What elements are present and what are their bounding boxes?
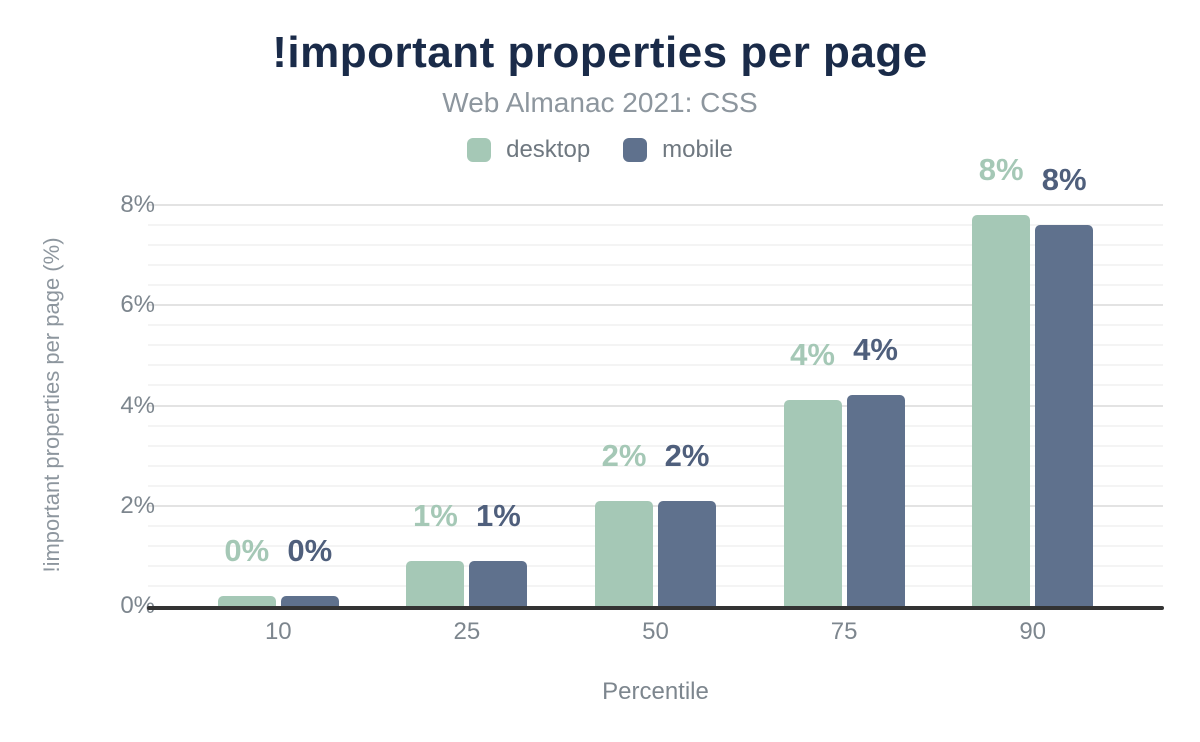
bar-desktop-p10	[217, 596, 276, 606]
x-tick-label-75: 75	[830, 618, 858, 645]
data-label-desktop-p90: 8%	[978, 152, 1024, 187]
data-label-desktop-p10: 0%	[224, 533, 270, 568]
bar-desktop-p75	[783, 400, 842, 606]
legend-label-desktop: desktop	[506, 135, 591, 163]
data-label-mobile-p90: 8%	[1041, 162, 1087, 197]
y-tick-label-0%: 0%	[120, 592, 155, 619]
bar-wrap-mobile-p90: 8%	[1035, 164, 1094, 606]
minor-gridline-1.2	[148, 544, 1163, 547]
minor-gridline-4.8	[148, 364, 1163, 367]
legend-item-desktop: desktop	[467, 136, 590, 164]
bar-group-p10: 0% 0%	[184, 205, 373, 606]
minor-gridline-0.4	[148, 584, 1163, 587]
minor-gridline-2.8	[148, 464, 1163, 467]
data-label-desktop-p50: 2%	[601, 438, 647, 473]
minor-gridline-6.8	[148, 264, 1163, 267]
bar-desktop-p50	[594, 501, 653, 606]
chart-header: !important properties per page Web Alman…	[0, 0, 1200, 164]
minor-gridline-6.4	[148, 284, 1163, 287]
bar-wrap-mobile-p10: 0%	[280, 535, 339, 606]
major-gridline-2	[148, 504, 1163, 507]
bar-wrap-mobile-p25: 1%	[469, 500, 528, 606]
bar-group-p50: 2% 2%	[561, 205, 750, 606]
bar-wrap-desktop-p25: 1%	[406, 500, 465, 606]
data-label-mobile-p10: 0%	[287, 533, 333, 568]
bar-mobile-p25	[469, 561, 528, 606]
minor-gridline-4.4	[148, 384, 1163, 387]
bar-mobile-p90	[1035, 225, 1094, 606]
minor-gridline-1.6	[148, 524, 1163, 527]
legend: desktop mobile	[0, 136, 1200, 164]
bar-mobile-p75	[846, 395, 905, 606]
x-tick-label-90: 90	[1019, 618, 1047, 645]
data-label-desktop-p75: 4%	[790, 337, 835, 372]
bar-desktop-p90	[972, 215, 1031, 606]
bars-layer: 0% 0% 1% 1% 2% 2% 4% 4% 8% 8%	[148, 154, 1163, 606]
y-tick-label-8%: 8%	[120, 191, 155, 218]
legend-item-mobile: mobile	[623, 136, 733, 164]
bar-desktop-p25	[406, 561, 465, 606]
bar-mobile-p50	[657, 501, 716, 606]
mobile-swatch-icon	[623, 137, 648, 162]
major-gridline-4	[148, 404, 1163, 407]
bar-group-p75: 4% 4%	[750, 205, 939, 606]
x-tick-label-50: 50	[642, 618, 669, 645]
data-label-mobile-p25: 1%	[475, 498, 521, 533]
bar-group-p90: 8% 8%	[938, 154, 1127, 606]
minor-gridline-5.6	[148, 324, 1163, 327]
minor-gridline-7.2	[148, 244, 1163, 247]
bar-wrap-desktop-p10: 0%	[217, 535, 276, 606]
bar-group-p25: 1% 1%	[373, 205, 562, 606]
y-tick-label-4%: 4%	[120, 391, 155, 419]
minor-gridline-0.8	[148, 564, 1163, 567]
chart-title: !important properties per page	[272, 28, 928, 77]
data-label-desktop-p25: 1%	[412, 498, 458, 533]
bar-wrap-desktop-p75: 4%	[783, 339, 842, 606]
bar-wrap-desktop-p50: 2%	[594, 440, 653, 606]
minor-gridline-3.6	[148, 424, 1163, 427]
bar-wrap-mobile-p50: 2%	[657, 440, 716, 606]
data-label-mobile-p50: 2%	[664, 438, 710, 473]
y-tick-label-2%: 2%	[120, 491, 155, 519]
plot-area: 0% 2% 4% 6% 8% 0% 0% 1% 1% 2% 2% 4% 4% 8% 8%	[120, 154, 1164, 618]
data-label-mobile-p75: 4%	[853, 332, 898, 367]
x-axis-title: Percentile	[602, 678, 709, 705]
desktop-swatch-icon	[467, 137, 492, 162]
major-gridline-6	[148, 304, 1163, 307]
minor-gridline-2.4	[148, 484, 1163, 487]
minor-gridline-5.2	[148, 344, 1163, 347]
legend-label-mobile: mobile	[662, 135, 733, 163]
y-tick-label-6%: 6%	[120, 291, 155, 319]
bar-wrap-mobile-p75: 4%	[846, 334, 905, 606]
x-tick-label-25: 25	[453, 618, 481, 645]
x-axis-line	[147, 606, 1164, 610]
x-axis-ticks: 10 25 50 75 90	[148, 618, 1163, 646]
major-gridline-8	[148, 204, 1163, 206]
bar-mobile-p10	[280, 596, 339, 606]
minor-gridline-3.2	[148, 444, 1163, 447]
x-tick-label-10: 10	[264, 618, 292, 645]
bar-wrap-desktop-p90: 8%	[972, 154, 1031, 606]
chart-subtitle: Web Almanac 2021: CSS	[442, 86, 758, 118]
minor-gridline-7.6	[148, 224, 1163, 227]
